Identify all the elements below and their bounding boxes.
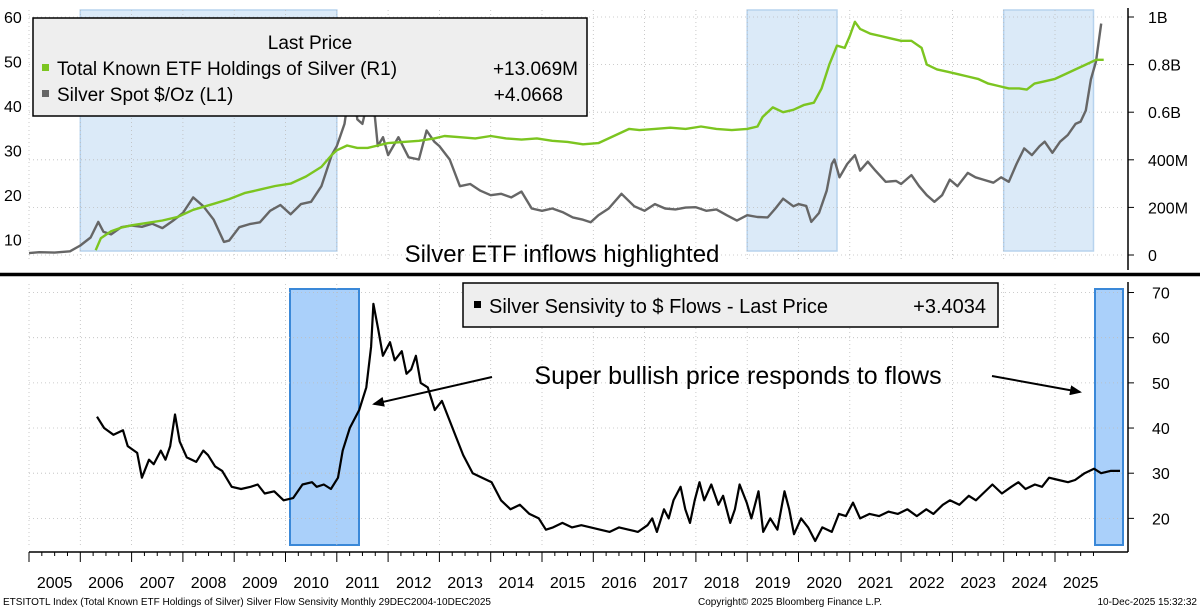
silver-spot-legend-label: Silver Spot $/Oz (L1): [57, 85, 233, 106]
x-tick-label-2021: 2021: [858, 575, 894, 592]
sensitivity-legend-label: Silver Sensivity to $ Flows - Last Price: [489, 296, 828, 318]
top-right-tick-label-1B: 1B: [1148, 10, 1168, 27]
top-left-tick-label-50: 50: [4, 54, 22, 71]
bottom-right-tick-label-20: 20: [1152, 511, 1170, 528]
top-left-tick-label-30: 30: [4, 144, 22, 161]
bottom-highlight-0: [289, 288, 360, 546]
x-tick-label-2006: 2006: [88, 575, 124, 592]
x-tick-label-2016: 2016: [601, 575, 637, 592]
etf-holdings-legend-swatch: [42, 64, 49, 71]
x-tick-label-2019: 2019: [755, 575, 791, 592]
top-right-tick-label-0: 0: [1148, 248, 1157, 265]
top-left-tick-label-20: 20: [4, 188, 22, 205]
silver-spot-legend-value: +4.0668: [494, 85, 563, 106]
bottom-legend-box: [462, 282, 999, 328]
bottom-right-tick-label-70: 70: [1152, 286, 1170, 303]
sensitivity-legend-swatch: [474, 301, 481, 308]
axes: 2005 2006 2007 2008 2009 2010 2011 2012 2013 2014…: [4, 8, 1188, 592]
top-highlight-2: [1002, 9, 1095, 252]
annotation-arrow-right: [991, 375, 1082, 396]
x-tick-label-2013: 2013: [447, 575, 483, 592]
top-right-tick-label-200M: 200M: [1148, 200, 1188, 217]
x-tick-label-2018: 2018: [704, 575, 740, 592]
x-tick-label-2009: 2009: [242, 575, 278, 592]
x-tick-label-2024: 2024: [1012, 575, 1048, 592]
x-tick-label-2014: 2014: [499, 575, 535, 592]
top-right-tick-label-400M: 400M: [1148, 153, 1188, 170]
top-annotation: Silver ETF inflows highlighted: [405, 241, 720, 268]
silver-spot-legend-swatch: [42, 90, 49, 97]
top-right-tick-label-0.6B: 0.6B: [1148, 105, 1181, 122]
footer-copyright: Copyright© 2025 Bloomberg Finance L.P.: [698, 597, 882, 608]
top-legend: Last Price Total Known ETF Holdings of S…: [32, 17, 588, 117]
bottom-annotation: Super bullish price responds to flows: [534, 362, 941, 390]
top-left-tick-label-40: 40: [4, 99, 22, 116]
x-tick-label-2012: 2012: [396, 575, 432, 592]
top-left-tick-label-10: 10: [4, 233, 22, 250]
x-tick-label-2011: 2011: [345, 575, 380, 592]
sensitivity-legend-value: +3.4034: [913, 296, 986, 318]
top-highlight-1: [746, 9, 838, 252]
bottom-right-tick-label-50: 50: [1152, 376, 1170, 393]
etf-holdings-legend-value: +13.069M: [493, 59, 578, 80]
bottom-right-tick-label-30: 30: [1152, 466, 1170, 483]
x-tick-label-2022: 2022: [909, 575, 945, 592]
annotation-arrow-left: [372, 376, 493, 407]
bottom-right-tick-label-60: 60: [1152, 331, 1170, 348]
etf-holdings-legend-label: Total Known ETF Holdings of Silver (R1): [57, 59, 397, 80]
bottom-right-tick-label-40: 40: [1152, 421, 1170, 438]
x-tick-label-2017: 2017: [652, 575, 688, 592]
top-legend-box: [32, 17, 588, 117]
x-tick-label-2015: 2015: [550, 575, 586, 592]
footer-source: ETSITOTL Index (Total Known ETF Holdings…: [3, 597, 491, 608]
bottom-highlight-regions: [289, 288, 1124, 546]
x-tick-label-2007: 2007: [139, 575, 175, 592]
bottom-legend: Silver Sensivity to $ Flows - Last Price…: [462, 282, 999, 328]
x-tick-label-2005: 2005: [37, 575, 73, 592]
x-tick-label-2023: 2023: [960, 575, 996, 592]
top-legend-header: Last Price: [268, 33, 352, 54]
footer-timestamp: 10-Dec-2025 15:32:32: [1097, 597, 1197, 608]
x-tick-label-2025: 2025: [1063, 575, 1099, 592]
x-tick-label-2008: 2008: [191, 575, 227, 592]
top-right-tick-label-0.8B: 0.8B: [1148, 58, 1181, 75]
x-tick-label-2020: 2020: [806, 575, 842, 592]
sensitivity-line: [96, 302, 1120, 543]
x-tick-label-2010: 2010: [293, 575, 329, 592]
silver-spot-line: [28, 23, 1103, 255]
top-left-tick-label-60: 60: [4, 10, 22, 27]
bottom-highlight-1: [1094, 288, 1124, 546]
series-layer: [28, 20, 1120, 543]
etf-holdings-line: [94, 20, 1104, 251]
